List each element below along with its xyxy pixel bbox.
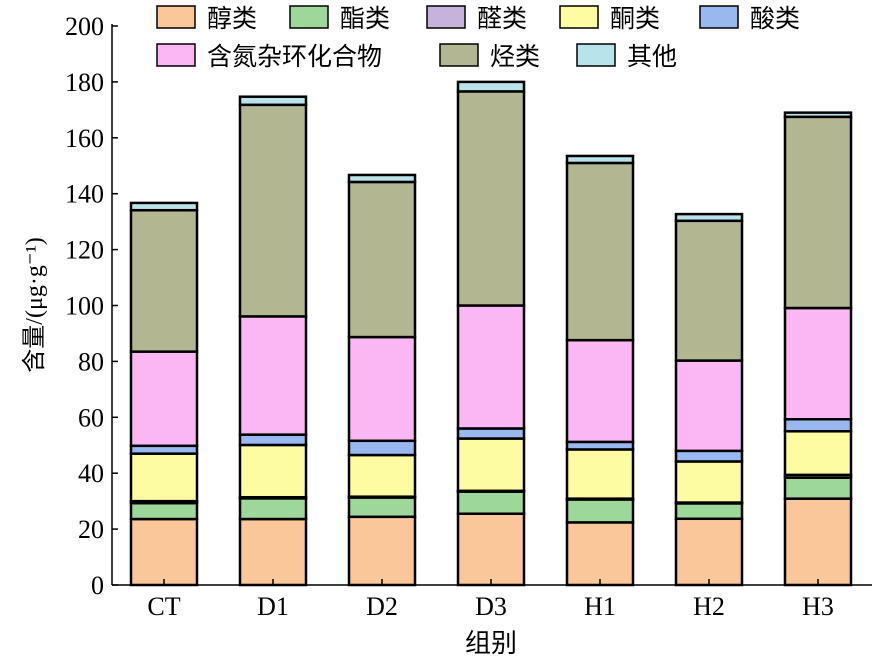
bar-segment-H3-0 bbox=[783, 497, 853, 587]
y-axis-label: 含量/(μg·g⁻¹) bbox=[21, 237, 48, 372]
legend-label: 含氮杂环化合物 bbox=[207, 43, 382, 71]
bar-segment-D2-5 bbox=[347, 335, 417, 443]
y-tick-label: 0 bbox=[91, 571, 104, 600]
legend-label: 烃类 bbox=[490, 43, 540, 71]
bar-segment-CT-7 bbox=[129, 201, 199, 212]
bar-segment-D1-6 bbox=[238, 103, 308, 318]
bar-segment-H1-6 bbox=[565, 161, 635, 342]
bar-segment-D3-3 bbox=[456, 437, 526, 493]
legend-label: 醛类 bbox=[477, 5, 527, 33]
bar-segment-H3-1 bbox=[783, 476, 853, 500]
bar-segment-H2-6 bbox=[674, 219, 744, 362]
legend-swatch bbox=[699, 5, 739, 29]
bar-segment-D3-5 bbox=[456, 304, 526, 430]
x-tick-label: CT bbox=[147, 592, 180, 621]
y-tick-label: 40 bbox=[78, 459, 104, 488]
bar-segment-D3-6 bbox=[456, 90, 526, 307]
y-tick-label: 200 bbox=[65, 12, 104, 41]
legend-label: 其他 bbox=[627, 43, 677, 71]
bar-segment-D1-4 bbox=[238, 433, 308, 447]
legend-swatch bbox=[289, 5, 329, 29]
bar-segment-D1-5 bbox=[238, 315, 308, 436]
bar-segment-D2-3 bbox=[347, 453, 417, 498]
bar-segment-D3-7 bbox=[456, 80, 526, 93]
bar-segment-CT-3 bbox=[129, 452, 199, 503]
legend-item: 醛类 bbox=[426, 5, 527, 33]
bar-segment-H2-4 bbox=[674, 449, 744, 463]
bar-segment-D3-4 bbox=[456, 427, 526, 440]
bar-segment-D2-0 bbox=[347, 515, 417, 587]
x-tick-label: D1 bbox=[257, 592, 289, 621]
bar-segment-CT-6 bbox=[129, 208, 199, 353]
y-tick-label: 140 bbox=[65, 180, 104, 209]
y-tick-label: 60 bbox=[78, 403, 104, 432]
bar-segment-D2-7 bbox=[347, 173, 417, 184]
legend-item: 酸类 bbox=[699, 5, 800, 33]
bar-segment-H2-0 bbox=[674, 517, 744, 587]
bars bbox=[129, 80, 853, 587]
bar-segment-H2-5 bbox=[674, 359, 744, 453]
bar-segment-H3-6 bbox=[783, 115, 853, 310]
bar-segment-H2-7 bbox=[674, 212, 744, 223]
bar-segment-H1-1 bbox=[565, 498, 635, 524]
bar-segment-H2-3 bbox=[674, 460, 744, 504]
bar-segment-H3-7 bbox=[783, 111, 853, 119]
legend-swatch bbox=[156, 5, 196, 29]
legend-swatch bbox=[439, 43, 479, 67]
bar-segment-H3-4 bbox=[783, 418, 853, 433]
x-tick-label: H2 bbox=[693, 592, 725, 621]
bar-segment-CT-0 bbox=[129, 517, 199, 587]
legend-label: 酸类 bbox=[750, 5, 800, 33]
bar-segment-H1-7 bbox=[565, 154, 635, 165]
y-tick-label: 100 bbox=[65, 292, 104, 321]
bar-segment-CT-5 bbox=[129, 350, 199, 448]
x-tick-label: D2 bbox=[366, 592, 398, 621]
bar-segment-D3-0 bbox=[456, 512, 526, 587]
legend-item: 醇类 bbox=[156, 5, 257, 33]
bar-segment-D1-0 bbox=[238, 517, 308, 587]
y-tick-label: 160 bbox=[65, 124, 104, 153]
axes: CT D1 D2 D3 H1 H2 H3 0 20 40 60 80 100 120 140 160 180 20… bbox=[65, 12, 872, 621]
legend-item: 酯类 bbox=[289, 5, 390, 33]
bar-segment-CT-1 bbox=[129, 501, 199, 521]
legend-label: 酮类 bbox=[610, 5, 660, 33]
x-axis-label: 组别 bbox=[465, 629, 517, 658]
bar-segment-H1-3 bbox=[565, 448, 635, 500]
legend-label: 酯类 bbox=[340, 5, 390, 33]
bar-segment-H3-3 bbox=[783, 430, 853, 477]
legend-item: 含氮杂环化合物 bbox=[156, 43, 382, 71]
x-tick-label: H1 bbox=[584, 592, 616, 621]
legend-swatch bbox=[559, 5, 599, 29]
bar-segment-D1-7 bbox=[238, 95, 308, 107]
y-tick-label: 180 bbox=[65, 68, 104, 97]
y-tick-label: 120 bbox=[65, 236, 104, 265]
legend-item: 其他 bbox=[576, 43, 677, 71]
bar-segment-D2-6 bbox=[347, 180, 417, 339]
bar-segment-D1-3 bbox=[238, 443, 308, 499]
legend-label: 醇类 bbox=[207, 5, 257, 33]
x-tick-label: D3 bbox=[475, 592, 507, 621]
bar-segment-H2-1 bbox=[674, 502, 744, 521]
bar-segment-D1-1 bbox=[238, 497, 308, 521]
legend-item: 酮类 bbox=[559, 5, 660, 33]
bar-segment-D2-1 bbox=[347, 496, 417, 519]
legend-swatch bbox=[576, 43, 616, 67]
x-tick-label: H3 bbox=[802, 592, 834, 621]
legend-swatch bbox=[156, 43, 196, 67]
legend-item: 烃类 bbox=[439, 43, 540, 71]
bar-segment-H3-5 bbox=[783, 306, 853, 421]
bar-segment-H1-5 bbox=[565, 338, 635, 444]
bar-segment-H1-0 bbox=[565, 521, 635, 587]
y-tick-label: 80 bbox=[78, 347, 104, 376]
y-tick-label: 20 bbox=[78, 515, 104, 544]
bar-segment-D2-4 bbox=[347, 439, 417, 457]
bar-segment-D3-1 bbox=[456, 490, 526, 515]
legend-swatch bbox=[426, 5, 466, 29]
